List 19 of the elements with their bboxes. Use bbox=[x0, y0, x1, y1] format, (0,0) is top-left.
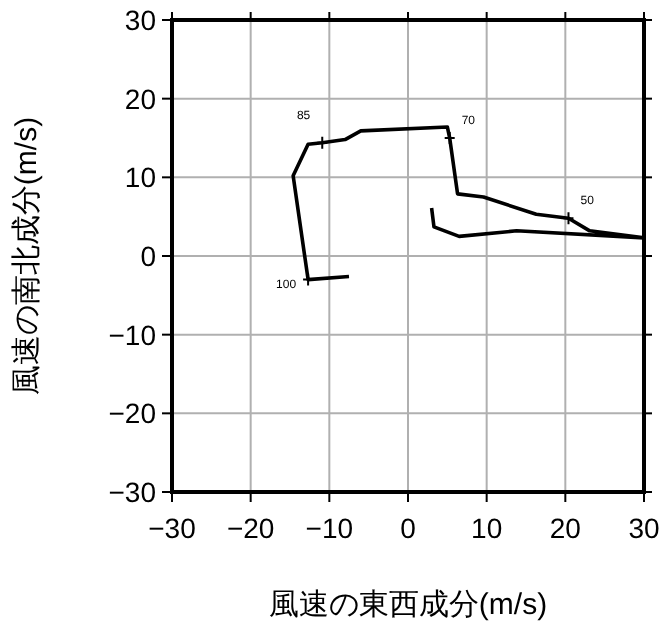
point bbox=[443, 131, 456, 145]
x-tick-label: −20 bbox=[226, 512, 275, 544]
y-tick-label: 10 bbox=[124, 161, 157, 194]
point bbox=[316, 135, 329, 150]
x-tick-label: 0 bbox=[400, 512, 417, 544]
x-tick-label: −10 bbox=[305, 512, 354, 544]
x-tick-label: −30 bbox=[148, 512, 197, 544]
y-tick-label: −30 bbox=[108, 476, 157, 508]
y-tick-label: −10 bbox=[108, 318, 157, 351]
x-tick-label: 20 bbox=[549, 512, 582, 544]
x-tick-label: 10 bbox=[471, 512, 503, 544]
x-tick-label: 30 bbox=[628, 512, 660, 544]
y-tick-label: 30 bbox=[124, 4, 157, 36]
y-tick-label: 20 bbox=[124, 82, 157, 115]
y-tick-label: −20 bbox=[108, 397, 157, 430]
point bbox=[562, 211, 575, 226]
y-axis-title: 風速の南北成分(m/s) bbox=[10, 116, 44, 396]
x-axis-title: 風速の東西成分(m/s) bbox=[268, 588, 548, 622]
y-tick-label: 0 bbox=[140, 240, 157, 272]
